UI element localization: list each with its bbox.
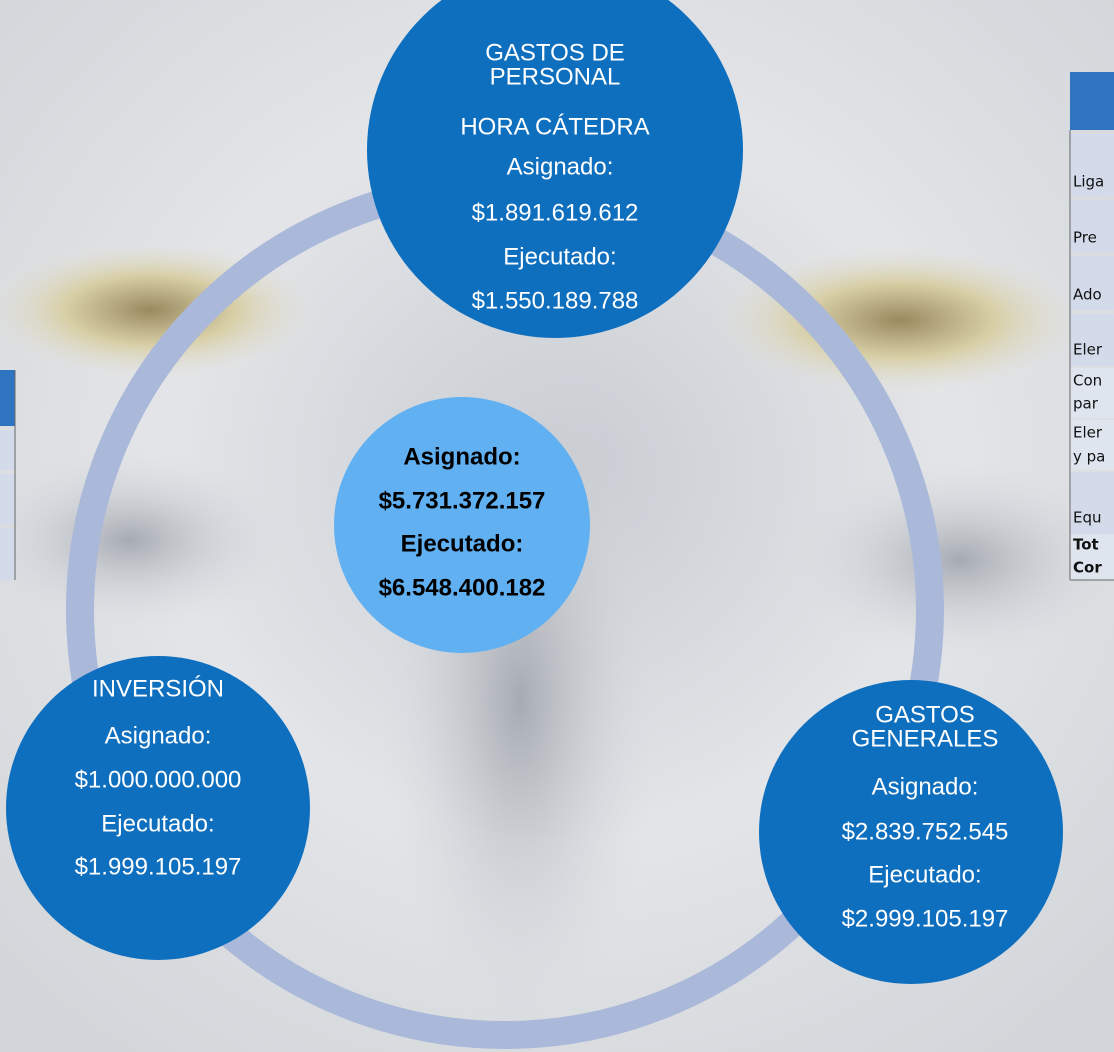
- table-row: [1070, 200, 1114, 252]
- node-text: Asignado:: [872, 773, 979, 800]
- node-text: Asignado:: [105, 722, 212, 749]
- table-cell: Tot: [1073, 536, 1099, 554]
- node-text: $1.000.000.000: [75, 766, 242, 793]
- table-cell: y pa: [1073, 448, 1105, 466]
- node-text: $2.839.752.545: [842, 818, 1009, 845]
- node-text: Ejecutado:: [101, 810, 214, 837]
- texture: [710, 245, 1090, 395]
- node-text: INVERSIÓN: [92, 675, 224, 702]
- table-row: [0, 528, 15, 580]
- node-text: $1.550.189.788: [472, 287, 639, 314]
- table-cell: Liga: [1073, 173, 1104, 191]
- table-row: [1070, 368, 1114, 418]
- table-row: [1070, 256, 1114, 310]
- table-row: [1070, 314, 1114, 366]
- node-text: GASTOS: [875, 701, 975, 728]
- texture: [790, 460, 1114, 660]
- node-text: $5.731.372.157: [379, 487, 546, 514]
- node-text: GASTOS DE: [485, 39, 625, 66]
- table-cell: Eler: [1073, 424, 1103, 442]
- node-circle: [6, 656, 310, 960]
- table-cell: Pre: [1073, 229, 1097, 247]
- table-cell: par: [1073, 395, 1099, 413]
- node-circle: [367, 0, 743, 338]
- node-text: PERSONAL: [490, 63, 621, 90]
- node-text: $1.999.105.197: [75, 853, 242, 880]
- table-header: [1070, 72, 1114, 130]
- node-text: $6.548.400.182: [379, 574, 546, 601]
- table-row: [0, 430, 15, 470]
- node-circle: [759, 680, 1063, 984]
- table-cell: Equ: [1073, 509, 1102, 527]
- node-text: $1.891.619.612: [472, 199, 639, 226]
- table-row: [0, 474, 15, 524]
- node-text: Ejecutado:: [503, 243, 616, 270]
- table-row: [1070, 534, 1114, 580]
- table-row: [1070, 472, 1114, 534]
- table-cell: Ado: [1073, 286, 1102, 304]
- node-circle: [334, 397, 590, 653]
- table-cell: Cor: [1073, 559, 1102, 577]
- node-text: Ejecutado:: [868, 861, 981, 888]
- node-text: $2.999.105.197: [842, 905, 1009, 932]
- node-text: Asignado:: [507, 153, 614, 180]
- node-text: Asignado:: [403, 443, 520, 470]
- table-header: [0, 370, 15, 426]
- table-row: [1070, 134, 1114, 196]
- table-cell: Con: [1073, 372, 1102, 390]
- table-row: [1070, 420, 1114, 470]
- node-text: HORA CÁTEDRA: [460, 113, 649, 140]
- table-cell: Eler: [1073, 341, 1103, 359]
- node-text: Ejecutado:: [401, 530, 524, 557]
- node-text: GENERALES: [852, 725, 999, 752]
